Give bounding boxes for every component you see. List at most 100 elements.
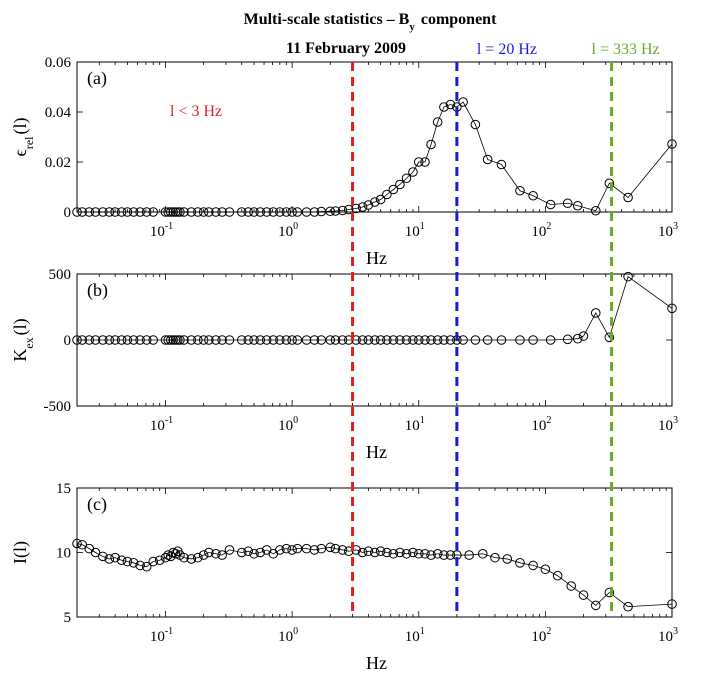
data-point xyxy=(309,545,320,555)
data-point xyxy=(198,335,209,345)
data-point xyxy=(141,207,152,217)
data-point xyxy=(363,546,374,557)
x-tick-label: 102 xyxy=(531,626,551,645)
data-point xyxy=(172,335,183,345)
data-point xyxy=(275,207,285,217)
data-point xyxy=(116,555,127,566)
data-point xyxy=(128,335,139,345)
y-tick-label: 0.04 xyxy=(45,105,72,121)
data-point xyxy=(375,194,386,205)
data-point xyxy=(388,335,399,345)
data-point xyxy=(375,546,386,557)
data-point xyxy=(301,335,312,345)
data-point xyxy=(268,207,279,217)
data-point xyxy=(236,207,247,217)
data-point xyxy=(623,271,633,282)
data-point xyxy=(413,335,424,345)
data-point xyxy=(292,335,303,345)
data-point xyxy=(104,335,115,345)
panel-c: 10-1 100 101 102 103 5 10 15 Hz I(l) (c) xyxy=(10,481,678,673)
data-point xyxy=(375,335,386,345)
data-point xyxy=(90,335,101,345)
data-point xyxy=(163,335,173,345)
x-tick-label: 100 xyxy=(278,415,298,434)
data-point xyxy=(413,548,424,559)
data-point xyxy=(224,207,235,217)
data-point xyxy=(458,97,468,107)
data-point xyxy=(281,543,292,554)
figure-date: 11 February 2009 xyxy=(286,40,406,57)
figure-titles: Multi-scale statistics – By component 11 … xyxy=(244,11,497,57)
data-point xyxy=(84,207,95,217)
data-point xyxy=(330,543,341,554)
data-point xyxy=(292,207,303,217)
data-point xyxy=(420,335,430,345)
data-point xyxy=(370,197,380,207)
data-point xyxy=(439,550,449,560)
x-tick-label: 101 xyxy=(405,221,425,240)
data-point xyxy=(268,335,279,345)
x-tick-label: 103 xyxy=(658,221,678,240)
series-line xyxy=(77,275,673,341)
data-point xyxy=(281,207,292,217)
data-point xyxy=(325,335,336,345)
data-point xyxy=(667,599,677,609)
data-point xyxy=(337,205,348,216)
data-point xyxy=(515,185,525,196)
data-point xyxy=(193,207,203,217)
data-point xyxy=(104,207,115,217)
data-point xyxy=(255,207,266,217)
data-point xyxy=(445,335,456,345)
data-point xyxy=(496,335,507,345)
data-point xyxy=(426,139,436,150)
y-tick-label: 0.02 xyxy=(45,155,71,171)
data-point xyxy=(330,335,341,345)
y-tick-label: 0 xyxy=(64,205,72,221)
data-point xyxy=(401,335,412,345)
panel-label: (a) xyxy=(87,68,107,89)
data-point xyxy=(590,205,601,216)
data-point xyxy=(281,335,292,345)
data-point xyxy=(325,206,336,217)
data-point xyxy=(426,550,436,560)
data-point xyxy=(275,335,285,345)
data-point xyxy=(77,207,88,217)
data-point xyxy=(426,335,436,345)
data-point xyxy=(122,556,133,567)
data-point xyxy=(193,335,203,345)
data-point xyxy=(243,546,254,557)
y-tick-label: 5 xyxy=(64,610,72,626)
data-point xyxy=(445,550,456,560)
data-point xyxy=(122,335,133,345)
data-point xyxy=(179,207,189,217)
data-point xyxy=(211,548,221,559)
data-point xyxy=(77,335,88,345)
data-point xyxy=(623,601,633,612)
data-point xyxy=(623,192,633,203)
data-point xyxy=(408,167,418,177)
data-point xyxy=(236,547,247,558)
data-point xyxy=(249,335,259,345)
data-point xyxy=(490,552,500,563)
data-point xyxy=(160,335,171,345)
data-point xyxy=(420,548,430,559)
data-point xyxy=(604,332,615,343)
data-point xyxy=(217,335,227,345)
data-point xyxy=(562,334,573,345)
data-point xyxy=(148,207,159,217)
x-tick-label: 100 xyxy=(278,626,298,645)
y-tick-label: 0 xyxy=(64,333,72,349)
data-point xyxy=(325,542,336,553)
data-point xyxy=(211,207,221,217)
data-point xyxy=(470,335,481,345)
data-point xyxy=(104,554,115,564)
data-point xyxy=(604,587,615,598)
data-point xyxy=(204,207,214,217)
data-point xyxy=(110,552,120,563)
data-point xyxy=(337,545,348,555)
data-point xyxy=(204,547,214,558)
data-point xyxy=(316,543,327,554)
data-point xyxy=(413,157,424,167)
data-point xyxy=(330,206,341,216)
data-point xyxy=(72,335,82,345)
